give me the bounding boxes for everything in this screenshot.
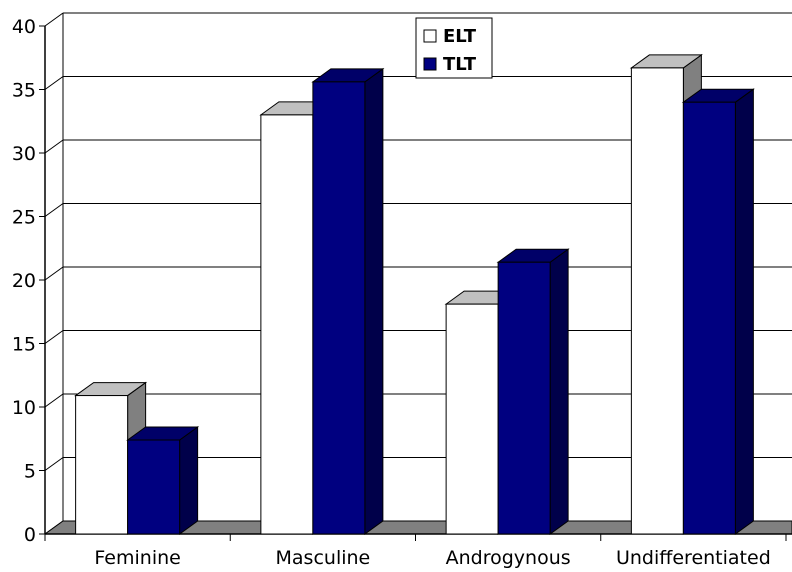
y-tick-label: 10 <box>12 397 36 419</box>
gridline-side <box>44 203 64 217</box>
x-category-label: Feminine <box>94 547 180 569</box>
bar-tlt-masculine <box>311 67 385 535</box>
legend-label: TLT <box>443 54 477 75</box>
legend: ELT TLT <box>415 17 493 79</box>
y-tick-label: 30 <box>12 143 36 165</box>
bar-tlt-undifferentiated <box>681 88 755 535</box>
y-tick-label: 25 <box>12 207 36 229</box>
gridline-side <box>44 76 64 90</box>
bar-tlt-androgynous <box>496 248 570 535</box>
x-category-label: Undifferentiated <box>616 547 771 569</box>
gridline-side <box>44 457 64 471</box>
bar-tlt-feminine <box>126 426 200 535</box>
y-tick-label: 20 <box>12 270 36 292</box>
legend-label: ELT <box>443 26 477 47</box>
gridline-side <box>44 330 64 344</box>
y-tick-label: 5 <box>24 461 36 483</box>
gridline-side <box>44 12 64 27</box>
y-tick-label: 15 <box>12 334 36 356</box>
x-category-label: Androgynous <box>446 547 571 569</box>
y-tick-label: 35 <box>12 80 36 102</box>
y-tick-label: 40 <box>12 16 36 38</box>
gridline-side <box>44 393 64 408</box>
gridline-side <box>44 139 64 154</box>
bars <box>74 53 755 535</box>
y-tick-label: 0 <box>24 524 36 546</box>
legend-swatch <box>423 57 437 71</box>
legend-swatch <box>423 29 437 43</box>
x-axis: Feminine Masculine Androgynous Undifferenti… <box>44 533 792 569</box>
x-category-label: Masculine <box>276 547 371 569</box>
gridline-side <box>44 266 64 281</box>
y-axis: 0 5 10 15 20 25 30 35 40 <box>12 16 46 546</box>
